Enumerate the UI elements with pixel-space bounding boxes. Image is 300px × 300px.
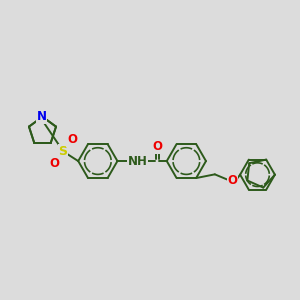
Text: NH: NH	[128, 154, 147, 168]
Text: O: O	[152, 140, 162, 153]
Text: S: S	[58, 145, 68, 158]
Text: O: O	[67, 133, 77, 146]
Text: N: N	[37, 110, 47, 123]
Text: O: O	[227, 173, 237, 187]
Text: O: O	[49, 157, 59, 170]
